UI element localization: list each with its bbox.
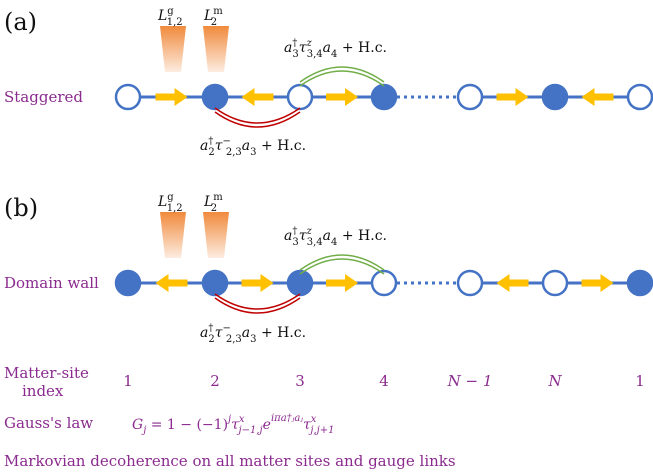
site-indices: 1 2 3 4 N − 1 N 1 <box>123 372 645 390</box>
panel-a-row-label: Staggered <box>4 88 83 106</box>
matter-dissipator-label: Lm 2 <box>203 192 223 214</box>
upper-hopping-term: a† 3τz 3,4a4 + H.c. <box>284 226 387 248</box>
panel-a-label: (a) <box>4 8 37 36</box>
matter-site-empty <box>286 83 314 111</box>
lower-hopping-arc-inner <box>214 107 301 124</box>
lower-hopping-arc-inner <box>214 293 301 310</box>
electric-field-arrow-right <box>326 88 358 106</box>
matter-site-occupied <box>201 83 229 111</box>
matter-site-occupied <box>626 269 653 297</box>
matter-site-empty <box>370 269 398 297</box>
gauge-dissipator-beam <box>160 212 186 258</box>
electric-field-arrow-left <box>581 88 614 106</box>
upper-hopping-arc <box>299 66 385 83</box>
panel-a: (a) Staggered Lg 1,2 Lm 2 a† 3τz 3,4a4 + H.c… <box>4 6 653 158</box>
electric-field-arrow-right <box>581 274 614 292</box>
electric-field-arrow-right <box>326 274 358 292</box>
index-row-label-line1: Matter-site <box>4 364 89 382</box>
electric-field-arrow-right <box>155 88 188 106</box>
site-index: 3 <box>295 372 305 390</box>
matter-site-occupied <box>541 83 569 111</box>
site-index: 1 <box>123 372 133 390</box>
index-row-label-line2: index <box>22 382 64 400</box>
upper-hopping-arc-inner <box>299 70 385 87</box>
matter-site-occupied <box>201 269 229 297</box>
lower-hopping-arc <box>214 297 301 314</box>
site-index: N − 1 <box>447 372 493 390</box>
gauss-law-row: Gauss's law Gj = 1 − (−1)jτx j−1,jeiπa†ⱼa… <box>4 413 334 436</box>
index-row: Matter-site index 1 2 3 4 N − 1 N 1 <box>4 364 645 400</box>
panel-b-row-label: Domain wall <box>4 274 99 292</box>
matter-site-empty <box>456 83 484 111</box>
electric-field-arrow-left <box>241 88 274 106</box>
gauss-law-equation: Gj = 1 − (−1)jτx j−1,jeiπa†ⱼaⱼτx j,j+1 <box>132 413 334 436</box>
matter-site-empty <box>456 269 484 297</box>
matter-site-empty <box>541 269 569 297</box>
footer-note: Markovian decoherence on all matter site… <box>4 452 456 470</box>
upper-hopping-arc-inner <box>299 258 385 275</box>
chain-staggered <box>114 83 653 111</box>
upper-hopping-arc <box>299 254 385 271</box>
gauge-dissipator-beam <box>160 26 186 72</box>
matter-site-occupied <box>286 269 314 297</box>
matter-site-empty <box>114 83 142 111</box>
gauss-law-label: Gauss's law <box>4 414 93 432</box>
chain-domain-wall <box>114 269 653 297</box>
gauge-dissipator-label: Lg 1,2 <box>157 6 183 28</box>
matter-site-occupied <box>370 83 398 111</box>
electric-field-arrow-right <box>496 88 529 106</box>
lower-hopping-arc <box>214 111 301 128</box>
site-index: 2 <box>210 372 220 390</box>
lower-hopping-term: a† 2τ− 2,3a3 + H.c. <box>200 323 306 345</box>
matter-dissipator-beam <box>203 212 229 258</box>
matter-dissipator-beam <box>203 26 229 72</box>
matter-site-occupied <box>114 269 142 297</box>
site-index: N <box>547 372 562 390</box>
electric-field-arrow-left <box>155 274 188 292</box>
upper-hopping-term: a† 3τz 3,4a4 + H.c. <box>284 38 387 60</box>
panel-b: (b) Domain wall Lg 1,2 Lm 2 a† 3τz 3,4a4 + H… <box>4 192 653 345</box>
panel-b-label: (b) <box>4 194 38 222</box>
matter-dissipator-label: Lm 2 <box>203 6 223 28</box>
site-index: 1 <box>635 372 645 390</box>
lower-hopping-term: a† 2τ− 2,3a3 + H.c. <box>200 136 306 158</box>
matter-site-empty <box>626 83 653 111</box>
electric-field-arrow-right <box>241 274 274 292</box>
site-index: 4 <box>379 372 389 390</box>
electric-field-arrow-left <box>496 274 529 292</box>
gauge-dissipator-label: Lg 1,2 <box>157 192 183 214</box>
